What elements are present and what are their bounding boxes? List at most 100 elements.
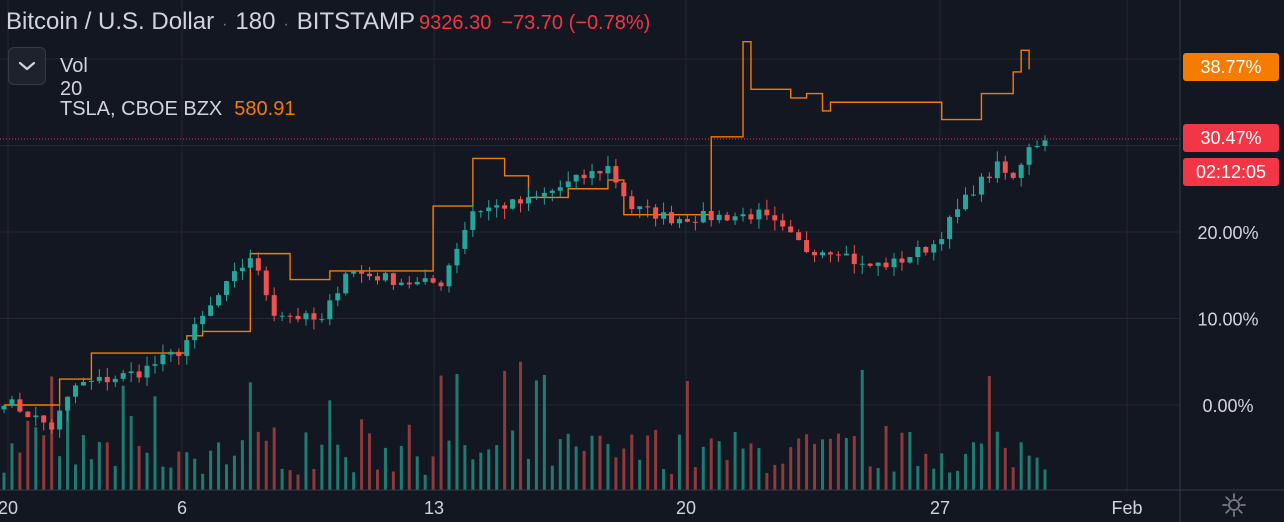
- volume-bar: [574, 446, 578, 490]
- volume-bar: [360, 419, 364, 490]
- candle-body: [359, 271, 365, 274]
- candle-body: [295, 315, 301, 320]
- separator-dot: ·: [222, 16, 228, 33]
- volume-bar: [296, 474, 300, 490]
- candle-body: [96, 376, 102, 381]
- candle-body: [192, 324, 198, 341]
- candle-body: [827, 252, 833, 255]
- settings-gear-icon[interactable]: [1221, 492, 1247, 518]
- candle-body: [724, 214, 730, 221]
- volume-bar: [217, 442, 221, 490]
- candle-body: [764, 209, 770, 216]
- candle-body: [247, 258, 253, 268]
- candle-body: [17, 399, 23, 412]
- y-tick-label: 20.00%: [1197, 223, 1258, 243]
- volume-bar: [137, 445, 141, 490]
- interval-label[interactable]: 180: [235, 8, 276, 35]
- volume-bar: [741, 448, 745, 490]
- volume-bar: [749, 443, 753, 490]
- x-tick-label: 20: [676, 498, 696, 518]
- volume-bar: [550, 465, 554, 490]
- candle-body: [422, 278, 428, 282]
- volume-bar: [10, 443, 14, 490]
- volume-bar: [677, 434, 681, 490]
- volume-bar: [701, 446, 705, 490]
- volume-bar: [399, 445, 403, 490]
- volume-bar: [670, 474, 674, 490]
- volume-bar: [66, 402, 70, 490]
- candle-body: [1042, 140, 1048, 146]
- volume-bar: [256, 431, 260, 490]
- candle-body: [216, 295, 222, 306]
- collapse-legend-button[interactable]: [8, 47, 46, 85]
- volume-bar: [773, 464, 777, 490]
- volume-bar: [193, 458, 197, 490]
- candle-body: [1, 405, 7, 410]
- candle-body: [676, 219, 682, 224]
- compare-line-path: [4, 41, 1030, 406]
- candle-body: [613, 166, 619, 183]
- candle-body: [772, 215, 778, 221]
- candle-body: [390, 273, 396, 285]
- candle-body: [263, 270, 269, 296]
- candle-body: [661, 212, 667, 219]
- candle-body: [899, 258, 905, 263]
- current-price-badge: 30.47%: [1183, 124, 1279, 152]
- compare-symbol-legend[interactable]: TSLA, CBOE BZX 580.91: [60, 98, 295, 121]
- candle-body: [406, 282, 412, 285]
- x-tick-label: Feb: [1111, 498, 1142, 518]
- volume-bar: [789, 447, 793, 490]
- volume-bar: [232, 455, 236, 490]
- symbol-name[interactable]: Bitcoin / U.S. Dollar: [6, 8, 215, 35]
- candle-body: [120, 373, 126, 379]
- candle-body: [684, 219, 690, 222]
- volume-bar: [272, 427, 276, 490]
- volume-bar: [487, 449, 491, 490]
- volume-bar: [455, 373, 459, 490]
- compare-symbol-value: 580.91: [234, 98, 296, 120]
- candle-body: [136, 371, 142, 378]
- separator-dot: ·: [283, 16, 289, 33]
- volume-bar: [558, 439, 562, 490]
- candle-body: [1010, 172, 1016, 178]
- volume-bar: [225, 464, 229, 490]
- volume-bar: [916, 466, 920, 490]
- volume-bar: [614, 457, 618, 490]
- volume-bar: [105, 442, 109, 490]
- candle-body: [518, 199, 524, 204]
- candle-body: [319, 319, 325, 321]
- symbol-header[interactable]: Bitcoin / U.S. Dollar · 180 · BITSTAMP 9326.3…: [6, 7, 650, 40]
- volume-bar: [58, 456, 62, 490]
- chevron-down-icon: [18, 61, 36, 71]
- volume-bar: [328, 400, 332, 490]
- volume-bar: [145, 452, 149, 490]
- volume-bar: [288, 470, 292, 490]
- volume-bar: [781, 463, 785, 490]
- candle-body: [9, 399, 15, 406]
- candle-body: [716, 214, 722, 221]
- candle-body: [541, 192, 547, 197]
- volume-bar: [820, 439, 824, 490]
- candle-body: [597, 171, 603, 174]
- candle-body: [557, 187, 563, 191]
- volume-bar: [519, 361, 523, 490]
- candle-body: [510, 199, 516, 209]
- candle-body: [907, 257, 913, 263]
- volume-bar: [582, 450, 586, 490]
- compare-symbol-name: TSLA, CBOE BZX: [60, 98, 223, 120]
- candle-body: [73, 385, 79, 397]
- candle-body: [947, 216, 953, 240]
- volume-indicator-label[interactable]: Vol 20: [60, 55, 88, 100]
- volume-bar: [407, 424, 411, 490]
- candle-body: [184, 340, 190, 356]
- volume-bar: [336, 444, 340, 490]
- volume-bar: [924, 453, 928, 490]
- candle-body: [589, 171, 595, 179]
- volume-bar: [320, 444, 324, 490]
- volume-bar: [121, 385, 125, 490]
- volume-bars: [2, 361, 1047, 490]
- candle-body: [494, 205, 500, 208]
- volume-bar: [18, 452, 22, 490]
- volume-bar: [630, 434, 634, 490]
